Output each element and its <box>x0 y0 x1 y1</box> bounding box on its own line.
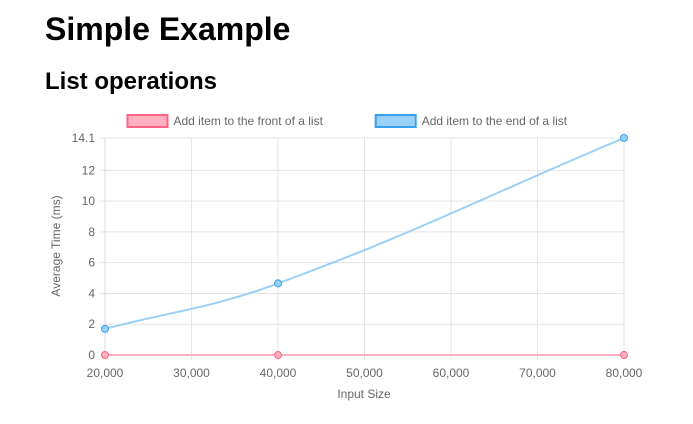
legend-swatch <box>126 114 169 128</box>
y-axis-label: Average Time (ms) <box>49 195 63 296</box>
y-tick-label: 0 <box>88 348 95 362</box>
y-tick-label: 2 <box>88 317 95 331</box>
x-tick-label: 80,000 <box>606 366 643 380</box>
x-axis-label: Input Size <box>337 387 391 401</box>
chart-legend: Add item to the front of a list Add item … <box>126 114 568 128</box>
y-tick-label: 12 <box>82 163 96 177</box>
data-point <box>620 351 628 359</box>
x-tick-label: 50,000 <box>346 366 383 380</box>
y-tick-label: 14.1 <box>72 131 96 145</box>
chart-series <box>101 134 628 359</box>
section-title: List operations <box>45 68 218 95</box>
y-tick-label: 8 <box>88 225 95 239</box>
x-tick-label: 40,000 <box>260 366 297 380</box>
y-tick-label: 6 <box>88 256 95 270</box>
y-tick-label: 10 <box>82 194 96 208</box>
data-point <box>274 279 282 288</box>
x-tick-label: 30,000 <box>173 366 210 380</box>
x-tick-label: 60,000 <box>433 366 470 380</box>
page-title: Simple Example <box>45 11 291 47</box>
data-point <box>101 324 109 333</box>
data-point <box>620 134 628 142</box>
x-tick-label: 20,000 <box>87 366 124 380</box>
series-line-2 <box>104 137 625 330</box>
legend-swatch <box>374 114 417 128</box>
data-point <box>101 351 109 359</box>
legend-label: Add item to the end of a list <box>422 114 568 128</box>
y-tick-label: 4 <box>88 286 95 300</box>
x-tick-label: 70,000 <box>519 366 556 380</box>
chart-axes: 20,000 30,000 40,000 50,000 60,000 70,000 80,0… <box>72 131 643 380</box>
data-point <box>274 351 282 359</box>
legend-label: Add item to the front of a list <box>174 114 324 128</box>
